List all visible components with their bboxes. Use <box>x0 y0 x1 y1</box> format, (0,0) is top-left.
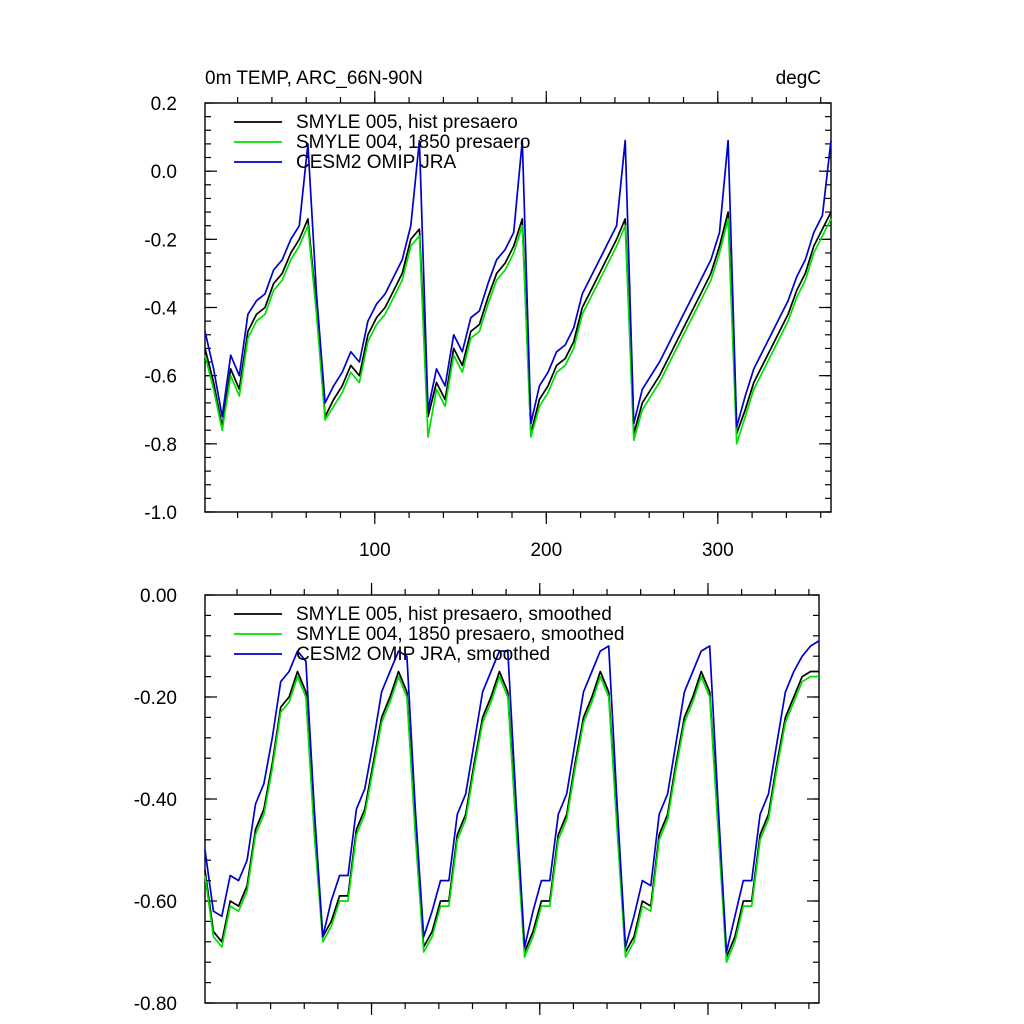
bottom-panel: 0.00 -0.20 -0.40 -0.60 -0.80 SMYLE 005, hist … <box>134 583 820 1015</box>
top-legend-label-2: SMYLE 004, 1850 presaero <box>296 132 531 153</box>
bottom-y-tick-label: -0.60 <box>134 892 177 913</box>
bottom-y-tick-label: -0.20 <box>134 688 177 709</box>
top-y-tick-label: -0.4 <box>144 299 177 320</box>
bottom-y-tick-label: -0.80 <box>134 994 177 1015</box>
bottom-series-line-3 <box>204 640 820 953</box>
bottom-legend-label-3: CESM2 OMIP JRA, smoothed <box>296 644 550 665</box>
top-panel-title: 0m TEMP, ARC_66N-90N <box>205 68 423 89</box>
bottom-y-tick-label: 0.00 <box>140 586 177 607</box>
top-x-tick-label: 100 <box>359 540 391 561</box>
top-y-tick-label: -1.0 <box>144 503 177 524</box>
top-series-line-2 <box>204 218 832 445</box>
top-y-tick-label: 0.2 <box>151 94 177 115</box>
top-y-tick-label: 0.0 <box>151 162 177 183</box>
top-legend-label-3: CESM2 OMIP JRA <box>296 152 456 173</box>
top-legend-label-1: SMYLE 005, hist presaero <box>296 112 518 133</box>
top-y-tick-label: -0.8 <box>144 435 177 456</box>
top-y-tick-label: -0.6 <box>144 367 177 388</box>
bottom-legend-label-2: SMYLE 004, 1850 presaero, smoothed <box>296 624 624 645</box>
top-y-tick-label: -0.2 <box>144 230 177 251</box>
bottom-y-tick-label: -0.40 <box>134 790 177 811</box>
bottom-legend-label-1: SMYLE 005, hist presaero, smoothed <box>296 604 612 625</box>
top-panel-units: degC <box>776 68 821 89</box>
top-panel: 0m TEMP, ARC_66N-90N degC 0.2 0.0 -0.2 -0.4… <box>144 68 832 561</box>
top-x-tick-label: 300 <box>702 540 734 561</box>
bottom-series-line-2 <box>204 675 819 964</box>
top-x-tick-label: 200 <box>530 540 562 561</box>
top-series-line-3 <box>204 139 832 428</box>
